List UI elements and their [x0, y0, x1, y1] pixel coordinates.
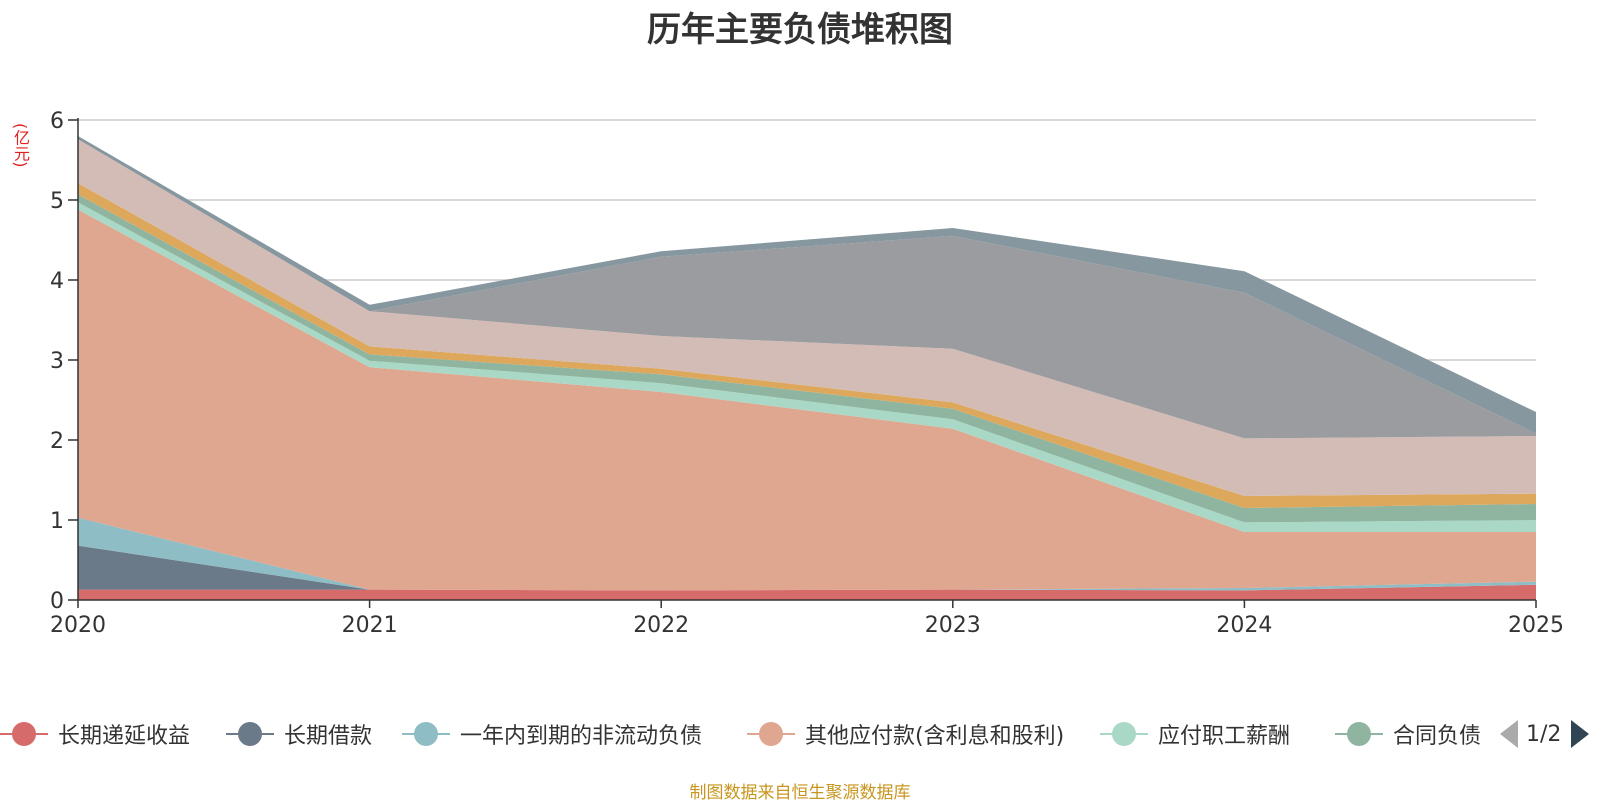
- y-axis-unit-label: (亿元): [11, 122, 30, 168]
- x-tick-label: 2022: [633, 613, 689, 638]
- tick-labels: 0 1 2 3 4 5 6 2020 2021 2022 2023 2024 2025: [50, 109, 1564, 638]
- area-series-6: [78, 194, 1536, 523]
- y-tick-label: 6: [50, 109, 64, 134]
- legend-label: 应付职工薪酬: [1158, 724, 1291, 749]
- y-tick-label: 2: [50, 429, 64, 454]
- legend-item[interactable]: 应付职工薪酬: [1100, 712, 1290, 756]
- legend-marker-icon: [226, 722, 274, 746]
- y-tick-label: 4: [50, 269, 64, 294]
- legend-label: 一年内到期的非流动负债: [460, 724, 703, 749]
- legend-item[interactable]: 其他应付款(含利息和股利): [747, 712, 1064, 756]
- area-series-8: [78, 139, 1536, 496]
- area-series: [78, 136, 1536, 600]
- y-tick-label: 5: [50, 189, 64, 214]
- legend-label: 长期递延收益: [58, 724, 191, 749]
- x-tick-label: 2024: [1216, 613, 1272, 638]
- legend-pager: 1/2: [1500, 712, 1590, 756]
- legend-label: 其他应付款(含利息和股利): [805, 724, 1065, 749]
- legend-marker-icon: [402, 722, 450, 746]
- legend-page-indicator: 1/2: [1526, 721, 1562, 747]
- legend-marker-icon: [0, 722, 48, 746]
- area-series-10: [78, 136, 1536, 434]
- area-series-2: [78, 545, 1536, 591]
- legend-item[interactable]: 长期递延收益: [0, 712, 190, 756]
- legend-marker-icon: [747, 722, 795, 746]
- area-series-1: [78, 584, 1536, 600]
- legend-label: 长期借款: [284, 724, 373, 749]
- legend: 长期递延收益 长期借款 一年内到期的非流动负债 其他应付款(含利息和股利) 应付职工薪酬…: [0, 712, 1600, 756]
- legend-label: 合同负债: [1393, 724, 1482, 749]
- legend-prev-page-icon[interactable]: [1500, 720, 1518, 748]
- area-series-4: [78, 209, 1536, 591]
- legend-next-page-icon[interactable]: [1571, 720, 1590, 748]
- y-tick-label: 3: [50, 349, 64, 374]
- legend-marker-icon: [1100, 722, 1148, 746]
- y-tick-label: 1: [50, 509, 64, 534]
- legend-item[interactable]: 长期借款: [226, 712, 372, 756]
- area-series-9: [78, 139, 1536, 439]
- axes: [68, 118, 1537, 608]
- area-series-5: [78, 202, 1536, 532]
- x-tick-label: 2023: [925, 613, 981, 638]
- y-tick-label: 0: [50, 589, 64, 614]
- legend-marker-icon: [1335, 722, 1383, 746]
- x-tick-label: 2025: [1508, 613, 1564, 638]
- legend-item[interactable]: 一年内到期的非流动负债: [402, 712, 702, 756]
- legend-item[interactable]: 合同负债: [1335, 712, 1481, 756]
- x-tick-label: 2020: [50, 613, 106, 638]
- x-tick-label: 2021: [342, 613, 398, 638]
- data-source-note: 制图数据来自恒生聚源数据库: [689, 783, 911, 803]
- chart-title: 历年主要负债堆积图: [647, 10, 953, 50]
- legend-items: 长期递延收益 长期借款 一年内到期的非流动负债 其他应付款(含利息和股利) 应付职工薪酬…: [0, 712, 1490, 756]
